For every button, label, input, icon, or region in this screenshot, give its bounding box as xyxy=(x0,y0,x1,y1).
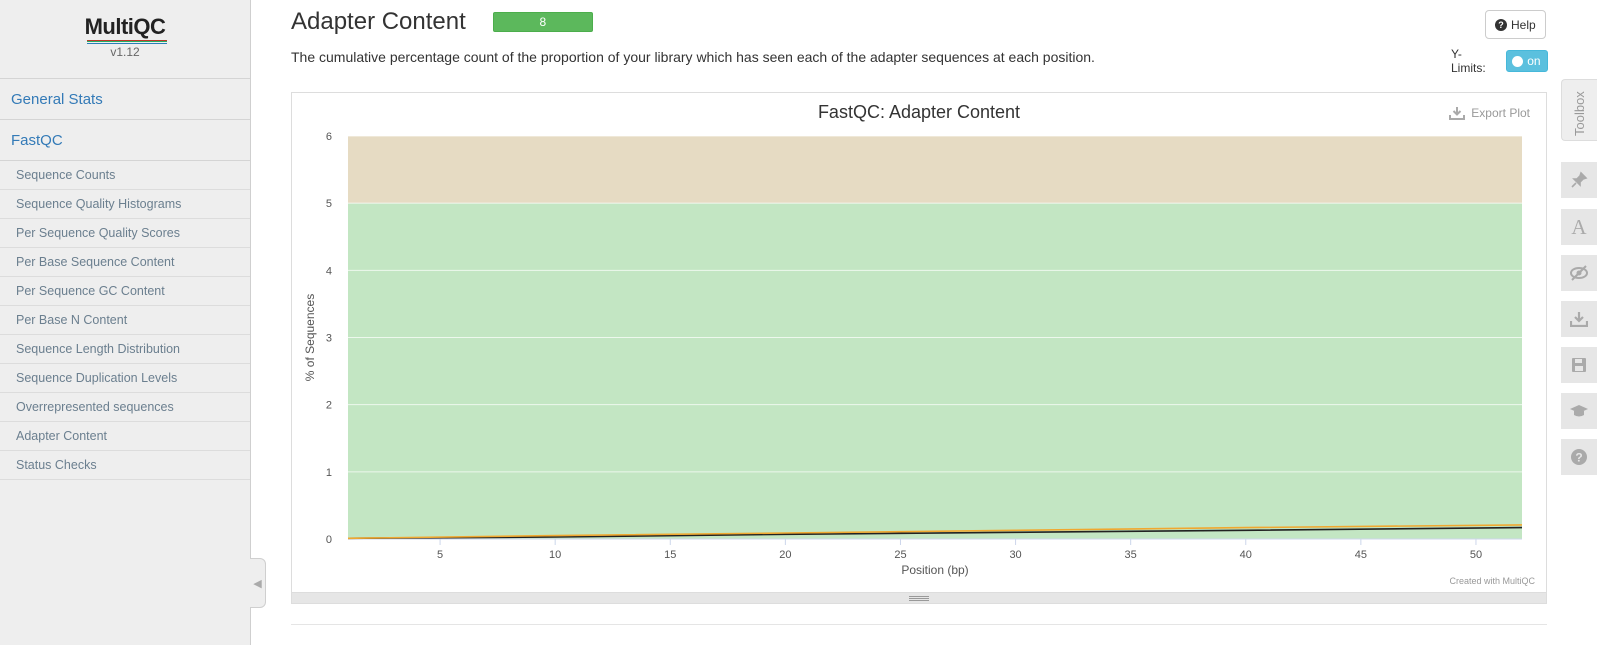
nav-adapter-content[interactable]: Adapter Content xyxy=(0,422,250,451)
y-tick-label: 2 xyxy=(326,400,332,412)
multiqc-logo[interactable]: MultiQC xyxy=(84,14,168,44)
eye-slash-icon xyxy=(1570,265,1588,281)
version-label: v1.12 xyxy=(110,45,140,59)
tool-about-button[interactable] xyxy=(1561,393,1597,429)
y-tick-label: 5 xyxy=(326,198,332,210)
caret-left-icon: ◀ xyxy=(253,577,262,590)
nav-per-base-n-content[interactable]: Per Base N Content xyxy=(0,306,250,335)
question-icon: ? xyxy=(1571,449,1587,465)
y-tick-label: 3 xyxy=(326,333,332,345)
sidebar-nav: MultiQC v1.12 General Stats FastQC Seque… xyxy=(0,0,251,645)
x-tick-label: 10 xyxy=(549,549,561,561)
nav-per-sequence-quality-scores[interactable]: Per Sequence Quality Scores xyxy=(0,219,250,248)
sidebar-collapse-toggle[interactable]: ◀ xyxy=(250,558,266,608)
x-tick-label: 5 xyxy=(437,549,443,561)
save-icon xyxy=(1572,358,1586,372)
plot-credit: Created with MultiQC xyxy=(1449,576,1535,586)
nav-general-stats[interactable]: General Stats xyxy=(0,79,250,120)
plot-band-0 xyxy=(348,203,1522,539)
y-tick-label: 4 xyxy=(326,265,332,277)
logo-stripes xyxy=(86,40,168,44)
plot-resize-handle[interactable] xyxy=(291,593,1547,604)
x-tick-label: 45 xyxy=(1355,549,1367,561)
nav-sequence-quality-histograms[interactable]: Sequence Quality Histograms xyxy=(0,190,250,219)
export-plot-button[interactable]: Export Plot xyxy=(1449,106,1530,120)
x-tick-label: 30 xyxy=(1009,549,1021,561)
status-count-badge[interactable]: 8 xyxy=(492,12,593,32)
nav-overrepresented-sequences[interactable]: Overrepresented sequences xyxy=(0,393,250,422)
download-icon xyxy=(1570,312,1588,327)
toolbox-tab[interactable]: Toolbox xyxy=(1561,79,1597,141)
tool-save-settings-button[interactable] xyxy=(1561,347,1597,383)
grip-icon xyxy=(909,595,929,601)
nav-per-sequence-gc-content[interactable]: Per Sequence GC Content xyxy=(0,277,250,306)
x-axis-label: Position (bp) xyxy=(901,563,968,577)
plot-container: 0 1 2 3 4 5 6 5 10 15 20 25 30 35 40 45 50 Position (bp)%… xyxy=(291,92,1547,593)
x-tick-label: 40 xyxy=(1240,549,1252,561)
x-tick-label: 15 xyxy=(664,549,676,561)
nav-sequence-counts[interactable]: Sequence Counts xyxy=(0,161,250,190)
y-axis-label: % of Sequences xyxy=(303,294,317,381)
y-tick-label: 6 xyxy=(326,131,332,143)
x-tick-label: 20 xyxy=(779,549,791,561)
pin-icon xyxy=(1571,171,1588,188)
ylimits-control: Y-Limits: on xyxy=(1451,47,1548,75)
toolbox-label: Toolbox xyxy=(1572,91,1587,136)
y-tick-label: 1 xyxy=(326,467,332,479)
section-divider xyxy=(291,624,1547,625)
toolbox: Toolbox A ? xyxy=(1561,0,1597,645)
graduation-cap-icon xyxy=(1570,405,1588,417)
chart-title: FastQC: Adapter Content xyxy=(817,102,1021,122)
download-icon xyxy=(1449,107,1466,120)
x-tick-label: 35 xyxy=(1125,549,1137,561)
section-description: The cumulative percentage count of the p… xyxy=(291,49,1095,65)
toggle-knob xyxy=(1512,55,1524,67)
tool-hide-button[interactable] xyxy=(1561,255,1597,291)
nav-fastqc[interactable]: FastQC xyxy=(0,120,250,161)
export-plot-label: Export Plot xyxy=(1471,106,1530,120)
tool-rename-button[interactable]: A xyxy=(1561,209,1597,245)
help-button[interactable]: ? Help xyxy=(1485,10,1546,39)
x-tick-label: 50 xyxy=(1470,549,1482,561)
tool-export-button[interactable] xyxy=(1561,301,1597,337)
tool-highlight-button[interactable] xyxy=(1561,162,1597,198)
plot-band-1 xyxy=(348,136,1522,204)
help-label: Help xyxy=(1511,17,1536,32)
series-line-0 xyxy=(347,526,1523,540)
font-icon: A xyxy=(1571,214,1587,239)
tool-help-button[interactable]: ? xyxy=(1561,439,1597,475)
ylimits-toggle[interactable]: on xyxy=(1506,50,1548,72)
nav-sequence-duplication-levels[interactable]: Sequence Duplication Levels xyxy=(0,364,250,393)
ylimits-toggle-text: on xyxy=(1527,54,1541,68)
section-header: Adapter Content 8 xyxy=(291,8,593,36)
nav-sequence-length-distribution[interactable]: Sequence Length Distribution xyxy=(0,335,250,364)
nav-per-base-sequence-content[interactable]: Per Base Sequence Content xyxy=(0,248,250,277)
page-title: Adapter Content xyxy=(291,8,466,35)
brand: MultiQC v1.12 xyxy=(0,0,250,79)
svg-text:?: ? xyxy=(1575,451,1582,465)
ylimits-label: Y-Limits: xyxy=(1451,47,1486,75)
question-circle-icon: ? xyxy=(1495,18,1507,31)
logo-text: MultiQC xyxy=(84,14,166,39)
nav-status-checks[interactable]: Status Checks xyxy=(0,451,250,480)
series-line-1 xyxy=(347,524,1523,540)
x-tick-label: 25 xyxy=(894,549,906,561)
y-tick-label: 0 xyxy=(326,534,332,546)
